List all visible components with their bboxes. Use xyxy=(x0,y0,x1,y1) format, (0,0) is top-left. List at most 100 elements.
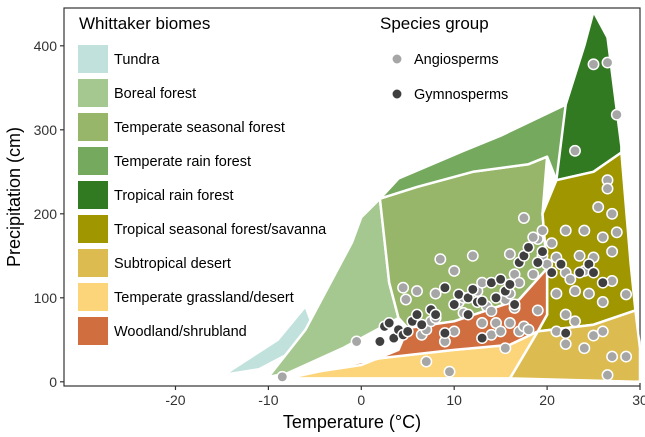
point-gymnosperms xyxy=(522,241,535,254)
point-angiosperms xyxy=(276,370,289,383)
point-gymnosperms xyxy=(429,308,442,321)
point-angiosperms xyxy=(527,268,540,281)
biome-legend-swatch xyxy=(78,113,108,141)
biome-legend-label: Tropical rain forest xyxy=(114,188,234,204)
point-angiosperms xyxy=(569,285,581,298)
point-angiosperms xyxy=(587,58,600,71)
point-gymnosperms xyxy=(555,258,567,271)
point-gymnosperms xyxy=(596,276,609,289)
point-angiosperms xyxy=(485,305,498,318)
point-angiosperms xyxy=(610,226,623,239)
point-angiosperms xyxy=(592,201,605,214)
point-angiosperms xyxy=(610,108,623,121)
point-angiosperms xyxy=(429,287,442,300)
biome-legend-label: Subtropical desert xyxy=(114,256,231,272)
point-gymnosperms xyxy=(466,283,479,296)
point-angiosperms xyxy=(582,287,595,300)
point-angiosperms xyxy=(564,273,577,286)
point-angiosperms xyxy=(399,293,412,306)
point-angiosperms xyxy=(350,335,363,348)
x-tick-label: 10 xyxy=(446,392,462,408)
x-tick-label: 20 xyxy=(539,392,555,408)
biome-legend-swatch xyxy=(78,317,108,345)
x-axis-title: Temperature (°C) xyxy=(283,412,421,432)
species-legend-title: Species group xyxy=(380,14,489,33)
point-gymnosperms xyxy=(545,266,558,279)
biome-legend-swatch xyxy=(78,283,108,311)
point-angiosperms xyxy=(420,355,433,368)
point-angiosperms xyxy=(596,231,609,244)
point-angiosperms xyxy=(550,287,563,300)
point-angiosperms xyxy=(494,325,507,338)
point-angiosperms xyxy=(503,248,516,261)
point-angiosperms xyxy=(596,296,609,308)
point-gymnosperms xyxy=(448,298,461,311)
species-points xyxy=(276,56,633,383)
point-angiosperms xyxy=(601,369,614,382)
point-gymnosperms xyxy=(503,278,516,291)
biome-legend-label: Tropical seasonal forest/savanna xyxy=(114,222,327,238)
point-angiosperms xyxy=(522,323,535,336)
point-angiosperms xyxy=(443,365,456,378)
x-tick-label: 30 xyxy=(632,392,645,408)
biome-legend-swatch xyxy=(78,181,108,209)
point-gymnosperms xyxy=(494,273,507,286)
biome-tundra xyxy=(220,304,317,377)
point-angiosperms xyxy=(569,315,581,328)
point-gymnosperms xyxy=(508,298,521,311)
point-gymnosperms xyxy=(401,325,414,338)
point-angiosperms xyxy=(476,317,489,329)
point-angiosperms xyxy=(559,224,572,237)
point-angiosperms xyxy=(606,207,619,220)
point-angiosperms xyxy=(601,56,614,69)
point-gymnosperms xyxy=(476,295,489,308)
y-tick-label: 0 xyxy=(49,374,57,390)
biome-legend-label: Tundra xyxy=(114,52,160,68)
point-angiosperms xyxy=(606,350,619,363)
point-angiosperms xyxy=(573,249,586,262)
point-gymnosperms xyxy=(373,335,386,348)
x-tick-label: 0 xyxy=(357,392,365,408)
y-tick-label: 300 xyxy=(34,122,58,138)
biome-legend-swatch xyxy=(78,147,108,175)
point-gymnosperms xyxy=(531,256,544,269)
point-gymnosperms xyxy=(587,266,600,279)
biome-legend-label: Temperate rain forest xyxy=(114,154,251,170)
point-angiosperms xyxy=(434,253,447,266)
point-gymnosperms xyxy=(476,332,489,345)
biome-legend-title: Whittaker biomes xyxy=(79,14,210,33)
point-gymnosperms xyxy=(411,308,423,321)
point-angiosperms xyxy=(578,224,591,237)
species-legend-marker xyxy=(391,88,403,100)
point-angiosperms xyxy=(545,237,558,250)
biome-legend-swatch xyxy=(78,249,108,277)
point-gymnosperms xyxy=(536,245,549,258)
biome-legend-swatch xyxy=(78,79,108,107)
x-tick-label: -10 xyxy=(258,392,278,408)
biome-legend-label: Temperate grassland/desert xyxy=(114,290,294,306)
point-angiosperms xyxy=(596,325,609,338)
species-legend-label: Gymnosperms xyxy=(414,87,508,103)
biome-legend-label: Temperate seasonal forest xyxy=(114,120,285,136)
point-gymnosperms xyxy=(462,308,475,321)
point-angiosperms xyxy=(569,144,581,157)
point-gymnosperms xyxy=(383,317,396,329)
point-angiosperms xyxy=(517,212,530,224)
point-gymnosperms xyxy=(438,281,451,294)
y-axis-title: Precipitation (cm) xyxy=(4,127,24,267)
legends: Whittaker biomes Tundra Boreal forest Tempe… xyxy=(78,14,508,345)
y-tick-label: 100 xyxy=(34,290,58,306)
point-gymnosperms xyxy=(490,291,502,304)
point-gymnosperms xyxy=(438,327,451,340)
point-angiosperms xyxy=(499,342,512,355)
y-tick-label: 200 xyxy=(34,206,58,222)
species-legend-label: Angiosperms xyxy=(414,52,499,68)
x-tick-label: -20 xyxy=(165,392,185,408)
point-angiosperms xyxy=(620,288,633,301)
point-angiosperms xyxy=(601,182,614,195)
point-gymnosperms xyxy=(559,327,572,340)
point-angiosperms xyxy=(606,245,619,258)
point-angiosperms xyxy=(536,224,549,237)
point-angiosperms xyxy=(620,350,633,363)
